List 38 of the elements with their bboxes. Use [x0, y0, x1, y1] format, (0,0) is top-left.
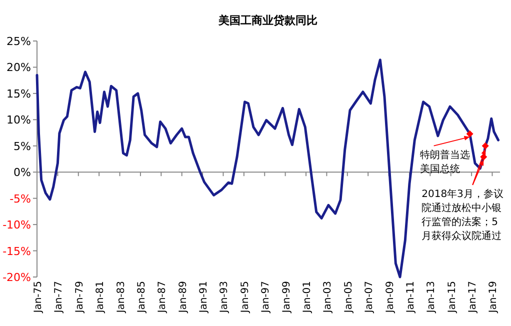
x-tick-label: Jan-83 — [116, 281, 127, 314]
y-tick-label: 10% — [6, 114, 31, 127]
y-tick-label: 5% — [14, 140, 31, 153]
x-tick-label: Jan-07 — [364, 281, 376, 314]
x-tick-label: Jan-95 — [240, 281, 251, 314]
point — [482, 142, 489, 150]
x-tick-label: Jan-01 — [302, 281, 314, 314]
x-tick-label: Jan-11 — [405, 281, 416, 314]
title: 美国工商业贷款同比 — [218, 14, 318, 27]
x-tick-label: Jan-19 — [488, 281, 500, 314]
x-tick-label: Jan-89 — [178, 281, 189, 314]
x-tick-label: Jan-75 — [33, 281, 44, 314]
annotation: 2018年3月，参议院通过放松中小银行监管的法案；5月获得众议院通过 — [422, 188, 504, 242]
x-tick-label: Jan-91 — [198, 281, 210, 314]
point — [466, 130, 474, 138]
y-tick-label: 15% — [6, 87, 31, 100]
y-tick-label: 20% — [6, 61, 31, 74]
annotation: 特朗普当选美国总统 — [420, 150, 470, 175]
x-tick-label: Jan-79 — [74, 281, 86, 314]
y-tick-label: 25% — [6, 35, 31, 48]
x-tick-label: Jan-87 — [157, 281, 168, 314]
x-tick-label: Jan-17 — [468, 281, 479, 314]
y-tick-label: 0% — [14, 166, 31, 180]
y-tick-label: -5% — [10, 192, 31, 206]
x-tick-label: Jan-85 — [136, 281, 148, 314]
y-tick-label: -15% — [2, 244, 31, 258]
x-tick-label: Jan-77 — [54, 281, 65, 314]
x-tick-label: Jan-81 — [95, 281, 106, 314]
x-tick-label: Jan-05 — [343, 281, 354, 314]
x-tick-label: Jan-93 — [219, 281, 230, 314]
x-tick-label: Jan-13 — [426, 281, 438, 314]
x-tick-label: Jan-09 — [384, 281, 396, 314]
x-tick-label: Jan-03 — [322, 281, 334, 314]
x-tick-label: Jan-99 — [281, 281, 292, 314]
y-tick-label: -20% — [2, 271, 31, 284]
y-tick-label: -10% — [2, 218, 31, 232]
x-tick-label: Jan-15 — [446, 281, 458, 314]
x-tick-label: Jan-97 — [260, 281, 272, 314]
